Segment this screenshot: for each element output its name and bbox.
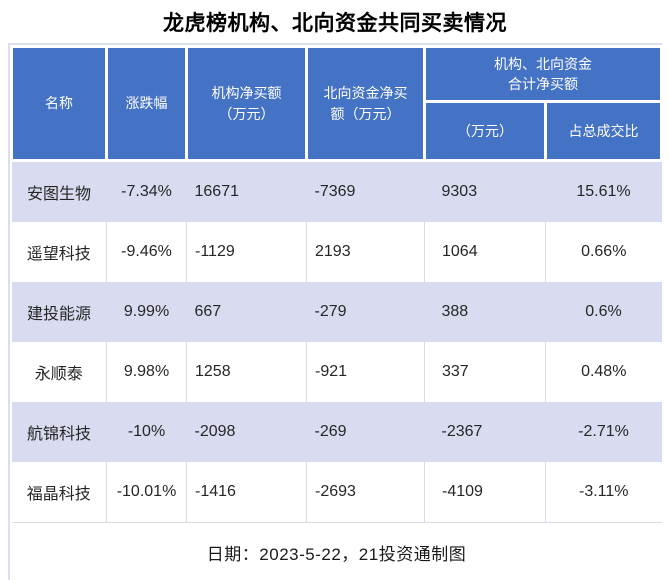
table-row: 永顺泰 9.98% 1258 -921 337 0.48% (11, 342, 662, 402)
col-header-sub-amount: （万元） (423, 100, 547, 162)
col-header-sub-amount-label: （万元） (457, 122, 513, 139)
col-header-north-net-line2: 额（万元） (330, 105, 401, 122)
cell-inst-net: 667 (186, 282, 307, 342)
cell-name: 航锦科技 (11, 402, 107, 462)
cell-total-net: -4109 (424, 462, 546, 523)
cell-inst-net: -1129 (186, 222, 307, 282)
table-row: 遥望科技 -9.46% -1129 2193 1064 0.66% (11, 222, 662, 282)
cell-ratio: 0.66% (545, 222, 662, 282)
cell-total-net: 9303 (424, 160, 546, 222)
cell-change: 9.98% (106, 342, 187, 402)
col-header-change-label: 涨跌幅 (125, 95, 168, 112)
table-border-frame: 名称 涨跌幅 机构净买额 （万元） 北向资金净买 额（万元） 机构、北向资金 (8, 43, 663, 580)
cell-north-net: -2693 (306, 462, 425, 523)
col-header-inst-net: 机构净买额 （万元） (185, 45, 308, 162)
col-header-sub-ratio-label: 占总成交比 (568, 122, 639, 139)
col-header-group-total-line2: 合计净买额 (508, 76, 578, 92)
col-header-group-total-line1: 机构、北向资金 (494, 55, 592, 72)
cell-north-net: -921 (306, 342, 425, 402)
cell-inst-net: 16671 (186, 160, 307, 222)
cell-ratio: -2.71% (545, 402, 662, 462)
footer-note: 日期：2023-5-22，21投资通制图 (11, 522, 662, 580)
cell-total-net: -2367 (424, 402, 546, 462)
table-row: 安图生物 -7.34% 16671 -7369 9303 15.61% (11, 160, 662, 222)
page-title: 龙虎榜机构、北向资金共同买卖情况 (163, 12, 507, 35)
col-header-group-total: 机构、北向资金 合计净买额 (423, 45, 663, 103)
col-header-name: 名称 (10, 45, 108, 162)
table-header: 名称 涨跌幅 机构净买额 （万元） 北向资金净买 额（万元） 机构、北向资金 (10, 45, 663, 162)
cell-north-net: -7369 (306, 160, 425, 222)
col-header-north-net: 北向资金净买 额（万元） (305, 45, 426, 162)
table-row: 福晶科技 -10.01% -1416 -2693 -4109 -3.11% (11, 462, 662, 523)
cell-change: 9.99% (106, 282, 187, 342)
col-header-inst-net-line1: 机构净买额 (211, 85, 282, 102)
cell-north-net: -269 (306, 402, 425, 462)
cell-change: -10% (106, 402, 187, 462)
col-header-sub-ratio: 占总成交比 (544, 100, 663, 162)
table-footer: 日期：2023-5-22，21投资通制图 (11, 522, 662, 580)
cell-change: -7.34% (106, 160, 187, 222)
cell-name: 永顺泰 (11, 342, 107, 402)
col-header-inst-net-line2: （万元） (218, 105, 275, 122)
cell-north-net: 2193 (306, 222, 425, 282)
cell-total-net: 337 (424, 342, 546, 402)
col-header-change: 涨跌幅 (105, 45, 188, 162)
cell-inst-net: -1416 (186, 462, 307, 523)
cell-ratio: 15.61% (545, 160, 662, 222)
col-header-name-label: 名称 (45, 95, 73, 112)
cell-change: -9.46% (106, 222, 187, 282)
cell-ratio: 0.6% (545, 282, 662, 342)
cell-change: -10.01% (106, 462, 187, 523)
cell-total-net: 1064 (424, 222, 546, 282)
table-body: 安图生物 -7.34% 16671 -7369 9303 15.61% 遥望科技… (11, 160, 662, 523)
cell-name: 安图生物 (11, 160, 107, 222)
cell-total-net: 388 (424, 282, 546, 342)
cell-name: 遥望科技 (11, 222, 107, 282)
stock-table: 名称 涨跌幅 机构净买额 （万元） 北向资金净买 额（万元） 机构、北向资金 (10, 45, 663, 580)
cell-ratio: -3.11% (545, 462, 662, 523)
cell-name: 福晶科技 (11, 462, 107, 523)
cell-north-net: -279 (306, 282, 425, 342)
cell-name: 建投能源 (11, 282, 107, 342)
table-row: 建投能源 9.99% 667 -279 388 0.6% (11, 282, 662, 342)
col-header-north-net-line1: 北向资金净买 (323, 85, 408, 102)
table-row: 航锦科技 -10% -2098 -269 -2367 -2.71% (11, 402, 662, 462)
cell-ratio: 0.48% (545, 342, 662, 402)
cell-inst-net: 1258 (186, 342, 307, 402)
cell-inst-net: -2098 (186, 402, 307, 462)
